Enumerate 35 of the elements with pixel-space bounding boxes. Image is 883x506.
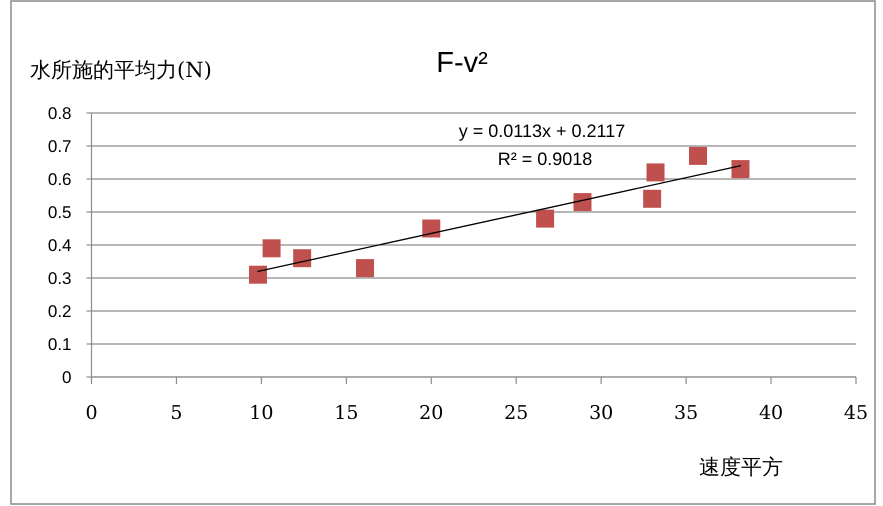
point bbox=[422, 220, 440, 238]
x-tick-label: 30 bbox=[589, 402, 614, 424]
point bbox=[689, 146, 708, 165]
point bbox=[262, 239, 281, 258]
annotation: y = 0.0113x + 0.2117 bbox=[458, 121, 626, 141]
point bbox=[356, 259, 374, 278]
x-tick-label: 35 bbox=[674, 402, 698, 424]
annotation: R² = 0.9018 bbox=[498, 149, 592, 169]
y-tick-label: 0.3 bbox=[48, 269, 72, 288]
x-tick-label: 15 bbox=[334, 402, 358, 424]
x-tick-label: 25 bbox=[504, 402, 528, 424]
y-tick-label: 0.5 bbox=[48, 203, 72, 222]
y-tick-label: 0.7 bbox=[48, 137, 72, 156]
y-tick-label: 0.1 bbox=[48, 335, 72, 354]
y-tick-label: 0.2 bbox=[48, 302, 72, 321]
point bbox=[536, 210, 554, 228]
y-tick-label: 0.4 bbox=[48, 236, 72, 255]
point bbox=[643, 190, 662, 208]
x-tick-label: 5 bbox=[170, 402, 182, 424]
point bbox=[573, 193, 592, 212]
x-tick-label: 40 bbox=[758, 402, 784, 424]
point bbox=[293, 249, 312, 268]
point bbox=[646, 163, 665, 182]
y-tick-label: 0.8 bbox=[48, 104, 72, 123]
y-tick-label: 0 bbox=[62, 368, 72, 387]
y-tick-label: 0.6 bbox=[48, 170, 72, 189]
chart-title: F-v² bbox=[436, 47, 488, 79]
x-tick-label: 0 bbox=[85, 402, 98, 424]
x-tick-label: 10 bbox=[249, 402, 274, 424]
x-axis-title: 速度平方 bbox=[699, 455, 783, 479]
x-tick-label: 20 bbox=[419, 402, 444, 424]
point bbox=[248, 266, 267, 284]
x-tick-label: 45 bbox=[844, 402, 868, 424]
y-axis-title: 水所施的平均力(N) bbox=[30, 58, 212, 82]
point bbox=[731, 160, 750, 178]
